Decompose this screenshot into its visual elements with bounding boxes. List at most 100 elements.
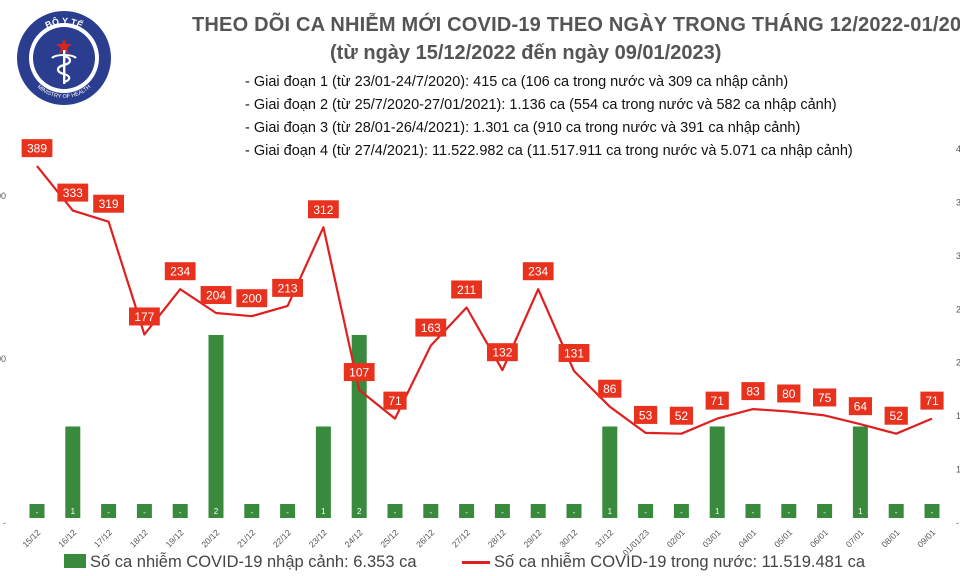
x-tick-label: 03/01 [700, 527, 722, 549]
x-tick-label: 07/01 [844, 527, 866, 549]
phase-summary-list: Giai đoạn 1 (từ 23/01-24/7/2020): 415 ca… [245, 71, 853, 163]
bar [781, 504, 797, 518]
x-tick-label: 24/12 [342, 527, 364, 549]
line-label-box [415, 318, 447, 337]
line-data-label: 213 [278, 281, 298, 295]
line-data-label: 163 [421, 321, 441, 335]
line-label-box [598, 379, 622, 398]
line-label-box [669, 406, 693, 425]
bar-label: 2 [214, 507, 219, 516]
x-tick-label: 15/12 [20, 527, 42, 549]
x-tick-label: 20/12 [199, 527, 221, 549]
bar [924, 504, 940, 518]
x-tick-label: 16/12 [56, 527, 78, 549]
line-data-label: 389 [27, 142, 47, 156]
bar-label: - [644, 508, 647, 517]
line-label-box [236, 289, 268, 308]
bar-label: - [501, 508, 504, 517]
bar [566, 504, 582, 518]
line-label-box [522, 262, 554, 281]
bar-label: - [394, 508, 397, 517]
line-path [36, 165, 933, 435]
bar-label: - [752, 508, 755, 517]
bar [745, 504, 761, 518]
bar-label: - [787, 508, 790, 517]
line-label-box [129, 307, 160, 326]
x-tick-label: 26/12 [414, 527, 436, 549]
line-label-box [741, 382, 765, 401]
line-label-box [558, 343, 590, 362]
line-label-box [93, 194, 124, 213]
line-label-box [813, 388, 837, 407]
bar-label: - [429, 508, 432, 517]
line-label-box [308, 200, 339, 219]
x-tick-label: 23/12 [307, 527, 329, 549]
right-axis-tick-label: 1 [956, 465, 960, 475]
left-axis: - 000 000 [0, 191, 6, 528]
line-data-label: 52 [675, 409, 689, 423]
line-data-label: 75 [818, 391, 832, 405]
bar-label: 2 [357, 507, 362, 516]
line-series: 389 333 319 177 234 204 200 213 312 107 71 163 211 13… [21, 139, 944, 435]
right-axis: - 1 1 2 2 3 3 4 [956, 144, 960, 528]
bar-label: - [179, 508, 182, 517]
x-tick-label: 21/12 [235, 527, 257, 549]
bar [888, 504, 904, 518]
legend-bar-swatch [64, 554, 86, 568]
phase-item: Giai đoạn 4 (từ 27/4/2021): 11.522.982 c… [245, 140, 853, 163]
x-tick-label: 09/01 [915, 527, 937, 549]
bar [530, 504, 546, 518]
right-axis-tick-label: 4 [956, 144, 960, 154]
bar [602, 426, 618, 518]
line-data-label: 107 [349, 366, 369, 380]
bar [852, 426, 868, 518]
x-tick-label: 22/12 [271, 527, 293, 549]
line-label-box [777, 384, 801, 403]
bar [29, 504, 45, 518]
bar-label: - [107, 508, 110, 517]
x-tick-label: 25/12 [378, 527, 400, 549]
bar [459, 504, 475, 518]
line-data-label: 131 [564, 346, 584, 360]
right-axis-tick-label: - [956, 518, 959, 528]
line-data-label: 200 [242, 292, 262, 306]
line-data-label: 80 [782, 387, 796, 401]
bar [423, 504, 439, 518]
phase-item: Giai đoạn 3 (từ 28/01-26/4/2021): 1.301 … [245, 117, 853, 140]
bar-label: 1 [608, 507, 613, 516]
x-tick-label: 28/12 [486, 527, 508, 549]
x-tick-label: 30/12 [557, 527, 579, 549]
line-label-box [451, 280, 482, 299]
phase-item: Giai đoạn 1 (từ 23/01-24/7/2020): 415 ca… [245, 71, 853, 94]
phase-item: Giai đoạn 2 (từ 25/7/2020-27/01/2021): 1… [245, 94, 853, 117]
line-data-label: 132 [492, 346, 512, 360]
x-tick-label: 17/12 [92, 527, 114, 549]
left-axis-tick-label: - [3, 518, 6, 528]
line-label-box [705, 391, 729, 410]
right-axis-tick-label: 3 [956, 251, 960, 261]
chart-title: THEO DÕI CA NHIỄM MỚI COVID-19 THEO NGÀY… [192, 14, 960, 36]
bar-label: - [286, 508, 289, 517]
right-axis-tick-label: 2 [956, 358, 960, 368]
bar [172, 504, 188, 518]
line-data-label: 204 [206, 289, 226, 303]
bar-series: - 1 - - - 2 - - 1 2 - - - - - - 1 - - 1 - - - 1 - - [29, 335, 940, 518]
line-label-box [848, 397, 872, 416]
line-label-box [164, 262, 196, 281]
line-data-label: 319 [99, 197, 119, 211]
line-label-box [383, 391, 407, 410]
x-tick-label: 31/12 [593, 527, 615, 549]
line-label-box [920, 391, 944, 410]
line-label-box [272, 278, 303, 297]
line-label-box [21, 139, 53, 158]
bar [494, 504, 510, 518]
line-data-label: 83 [746, 385, 760, 399]
x-tick-label: 27/12 [450, 527, 472, 549]
bar-label: 1 [858, 507, 863, 516]
line-data-label: 53 [639, 408, 653, 422]
line-label-box [343, 363, 375, 382]
bar-label: - [895, 508, 898, 517]
line-data-label: 234 [170, 265, 190, 279]
line-data-label: 177 [134, 310, 154, 324]
bar-label: - [931, 508, 934, 517]
